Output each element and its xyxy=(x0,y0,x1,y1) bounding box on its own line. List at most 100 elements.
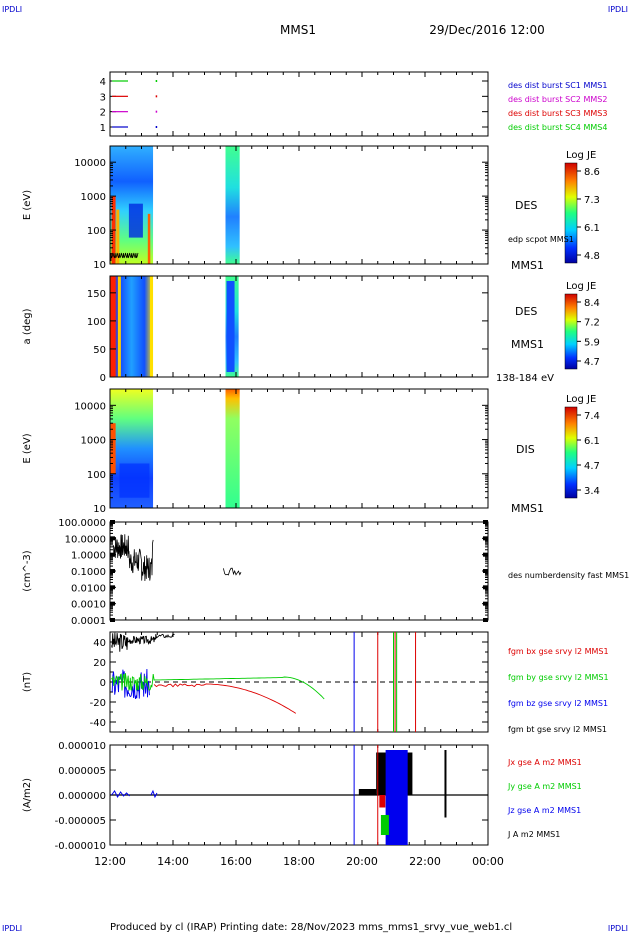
current-density-ytick-label: 0.000005 xyxy=(58,766,106,777)
ipdl-logo-footer-right: IPDLI xyxy=(608,924,628,933)
magnetic-field-ytick-label: 0 xyxy=(100,678,106,689)
current-fluctuation xyxy=(111,790,130,799)
des-energy-ytick-label: 100 xyxy=(87,226,106,237)
j-ramp-region xyxy=(358,789,377,795)
des-pitch-sc-label: MMS1 xyxy=(511,338,544,351)
dis-energy-panel-spectrum-feature xyxy=(110,423,116,474)
dis-energy-colorbar-tick: 7.4 xyxy=(584,411,600,422)
magnetic-field-legend-item: fgm bt gse srvy l2 MMS1 xyxy=(508,725,607,734)
availability-legend-item: des dist burst SC4 MMS4 xyxy=(508,123,607,132)
by-series-line xyxy=(111,673,325,700)
time-axis-tick-label: 12:00 xyxy=(94,855,126,868)
des-pitch-colorbar-tick: 5.9 xyxy=(584,337,600,348)
dis-energy-colorbar-title: Log JE xyxy=(566,394,596,405)
des-energy-ytick-label: 1000 xyxy=(81,192,106,203)
dis-energy-colorbar-tick: 4.7 xyxy=(584,461,600,472)
magnetic-field-legend-item: fgm bz gse srvy l2 MMS1 xyxy=(508,699,608,708)
magnetic-field-ytick-label: -20 xyxy=(90,698,106,709)
des-energy-sc-label: MMS1 xyxy=(511,259,544,272)
ipdl-logo-left: IPDLI xyxy=(2,5,22,14)
current-density-ytick-label: 0.000010 xyxy=(58,741,106,752)
dis-energy-panel-frame xyxy=(109,388,489,509)
current-fluctuation xyxy=(150,789,158,799)
availability-mark-2 xyxy=(155,110,158,113)
bx-series-line xyxy=(153,683,297,714)
edp-scpot-label: edp scpot MMS1 xyxy=(508,235,574,244)
plot-date: 29/Dec/2016 12:00 xyxy=(429,23,545,37)
availability-ytick-label: 2 xyxy=(100,108,106,119)
density-ytick-label: 0.1000 xyxy=(71,567,106,578)
density-ytick-label: 0.0100 xyxy=(71,583,106,594)
des-energy-colorbar xyxy=(564,162,578,264)
dis-energy-ytick-label: 10 xyxy=(93,504,106,515)
footer-credits: Produced by cl (IRAP) Printing date: 28/… xyxy=(110,922,512,933)
density-legend: des numberdensity fast MMS1 xyxy=(508,571,629,580)
current-density-ylabel: (A/m2) xyxy=(22,778,33,812)
des-pitch-ytick-label: 100 xyxy=(87,317,106,328)
magnetic-field-legend-item: fgm bx gse srvy l2 MMS1 xyxy=(508,647,609,656)
density-ytick-label: 100.0000 xyxy=(58,518,106,529)
scpot-trace xyxy=(110,252,139,261)
des-energy-instrument-label: DES xyxy=(515,199,537,212)
density-ytick-label: 1.0000 xyxy=(71,551,106,562)
jx-burst-region xyxy=(379,795,386,808)
dis-energy-sc-label: MMS1 xyxy=(511,502,544,515)
dis-energy-panel-spectrum-block xyxy=(225,389,240,508)
availability-legend-item: des dist burst SC2 MMS2 xyxy=(508,95,607,104)
des-pitch-ytick-label: 0 xyxy=(100,373,106,384)
bt-series-line xyxy=(111,632,175,652)
dis-energy-instrument-label: DIS xyxy=(516,443,535,456)
current-density-ytick-label: -0.000010 xyxy=(55,841,106,852)
des-energy-ytick-label: 10000 xyxy=(74,158,106,169)
des-pitch-panel-frame xyxy=(109,275,489,378)
density-series-line-2 xyxy=(223,567,242,576)
density-ylabel: (cm^-3) xyxy=(22,550,33,591)
des-pitch-ytick-label: 150 xyxy=(87,289,106,300)
current-density-legend-item: Jz gse A m2 MMS1 xyxy=(507,806,581,815)
time-axis-tick-label: 14:00 xyxy=(157,855,189,868)
availability-mark-4 xyxy=(155,80,158,82)
des-energy-panel-frame xyxy=(109,145,489,265)
jz-burst-region xyxy=(385,750,408,845)
dis-energy-colorbar-tick: 6.1 xyxy=(584,436,600,447)
magnetic-field-ytick-label: 40 xyxy=(93,638,106,649)
density-ytick-label: 0.0010 xyxy=(71,600,106,611)
des-energy-colorbar-title: Log JE xyxy=(566,150,596,161)
des-energy-panel-spectrum-block xyxy=(225,146,240,264)
availability-mark-1 xyxy=(155,126,158,128)
time-axis-tick-label: 18:00 xyxy=(283,855,315,868)
des-pitch-colorbar xyxy=(564,293,578,370)
dis-energy-colorbar xyxy=(564,406,578,499)
availability-legend-item: des dist burst SC3 MMS3 xyxy=(508,109,607,118)
des-energy-panel-spectrum-feature xyxy=(147,213,151,264)
availability-ytick-label: 1 xyxy=(100,123,106,134)
jy-burst-region xyxy=(380,815,389,835)
magnetic-field-legend-item: fgm by gse srvy l2 MMS1 xyxy=(508,673,609,682)
des-energy-colorbar-tick: 8.6 xyxy=(584,167,600,178)
des-energy-ylabel: E (eV) xyxy=(22,190,33,220)
des-energy-colorbar-tick: 7.3 xyxy=(584,195,600,206)
des-pitch-panel-spectrum-block xyxy=(110,276,154,377)
des-energy-panel-spectrum-feature xyxy=(128,203,143,238)
des-pitch-energy-range: 138-184 eV xyxy=(496,373,554,384)
des-pitch-colorbar-tick: 4.7 xyxy=(584,357,600,368)
availability-ytick-label: 3 xyxy=(100,92,106,103)
current-density-ytick-label: 0.000000 xyxy=(58,791,106,802)
current-density-ytick-label: -0.000005 xyxy=(55,816,106,827)
magnetic-field-ytick-label: -40 xyxy=(90,718,106,729)
des-pitch-instrument-label: DES xyxy=(515,305,537,318)
des-pitch-colorbar-title: Log JE xyxy=(566,281,596,292)
density-ytick-label: 10.0000 xyxy=(65,534,106,545)
des-energy-panel-spectrum-feature xyxy=(116,209,120,264)
dis-energy-panel-spectrum-feature xyxy=(119,463,150,498)
des-pitch-panel-spectrum-feature xyxy=(150,276,154,377)
des-energy-ytick-label: 10 xyxy=(93,260,106,271)
dis-energy-ylabel: E (eV) xyxy=(22,433,33,463)
des-pitch-ytick-label: 50 xyxy=(93,345,106,356)
current-density-legend-item: Jy gse A m2 MMS1 xyxy=(507,782,582,791)
des-energy-colorbar-tick: 6.1 xyxy=(584,223,600,234)
magnetic-field-ytick-label: 20 xyxy=(93,658,106,669)
ipdl-logo-footer-left: IPDLI xyxy=(2,924,22,933)
time-axis-tick-label: 00:00 xyxy=(472,855,504,868)
